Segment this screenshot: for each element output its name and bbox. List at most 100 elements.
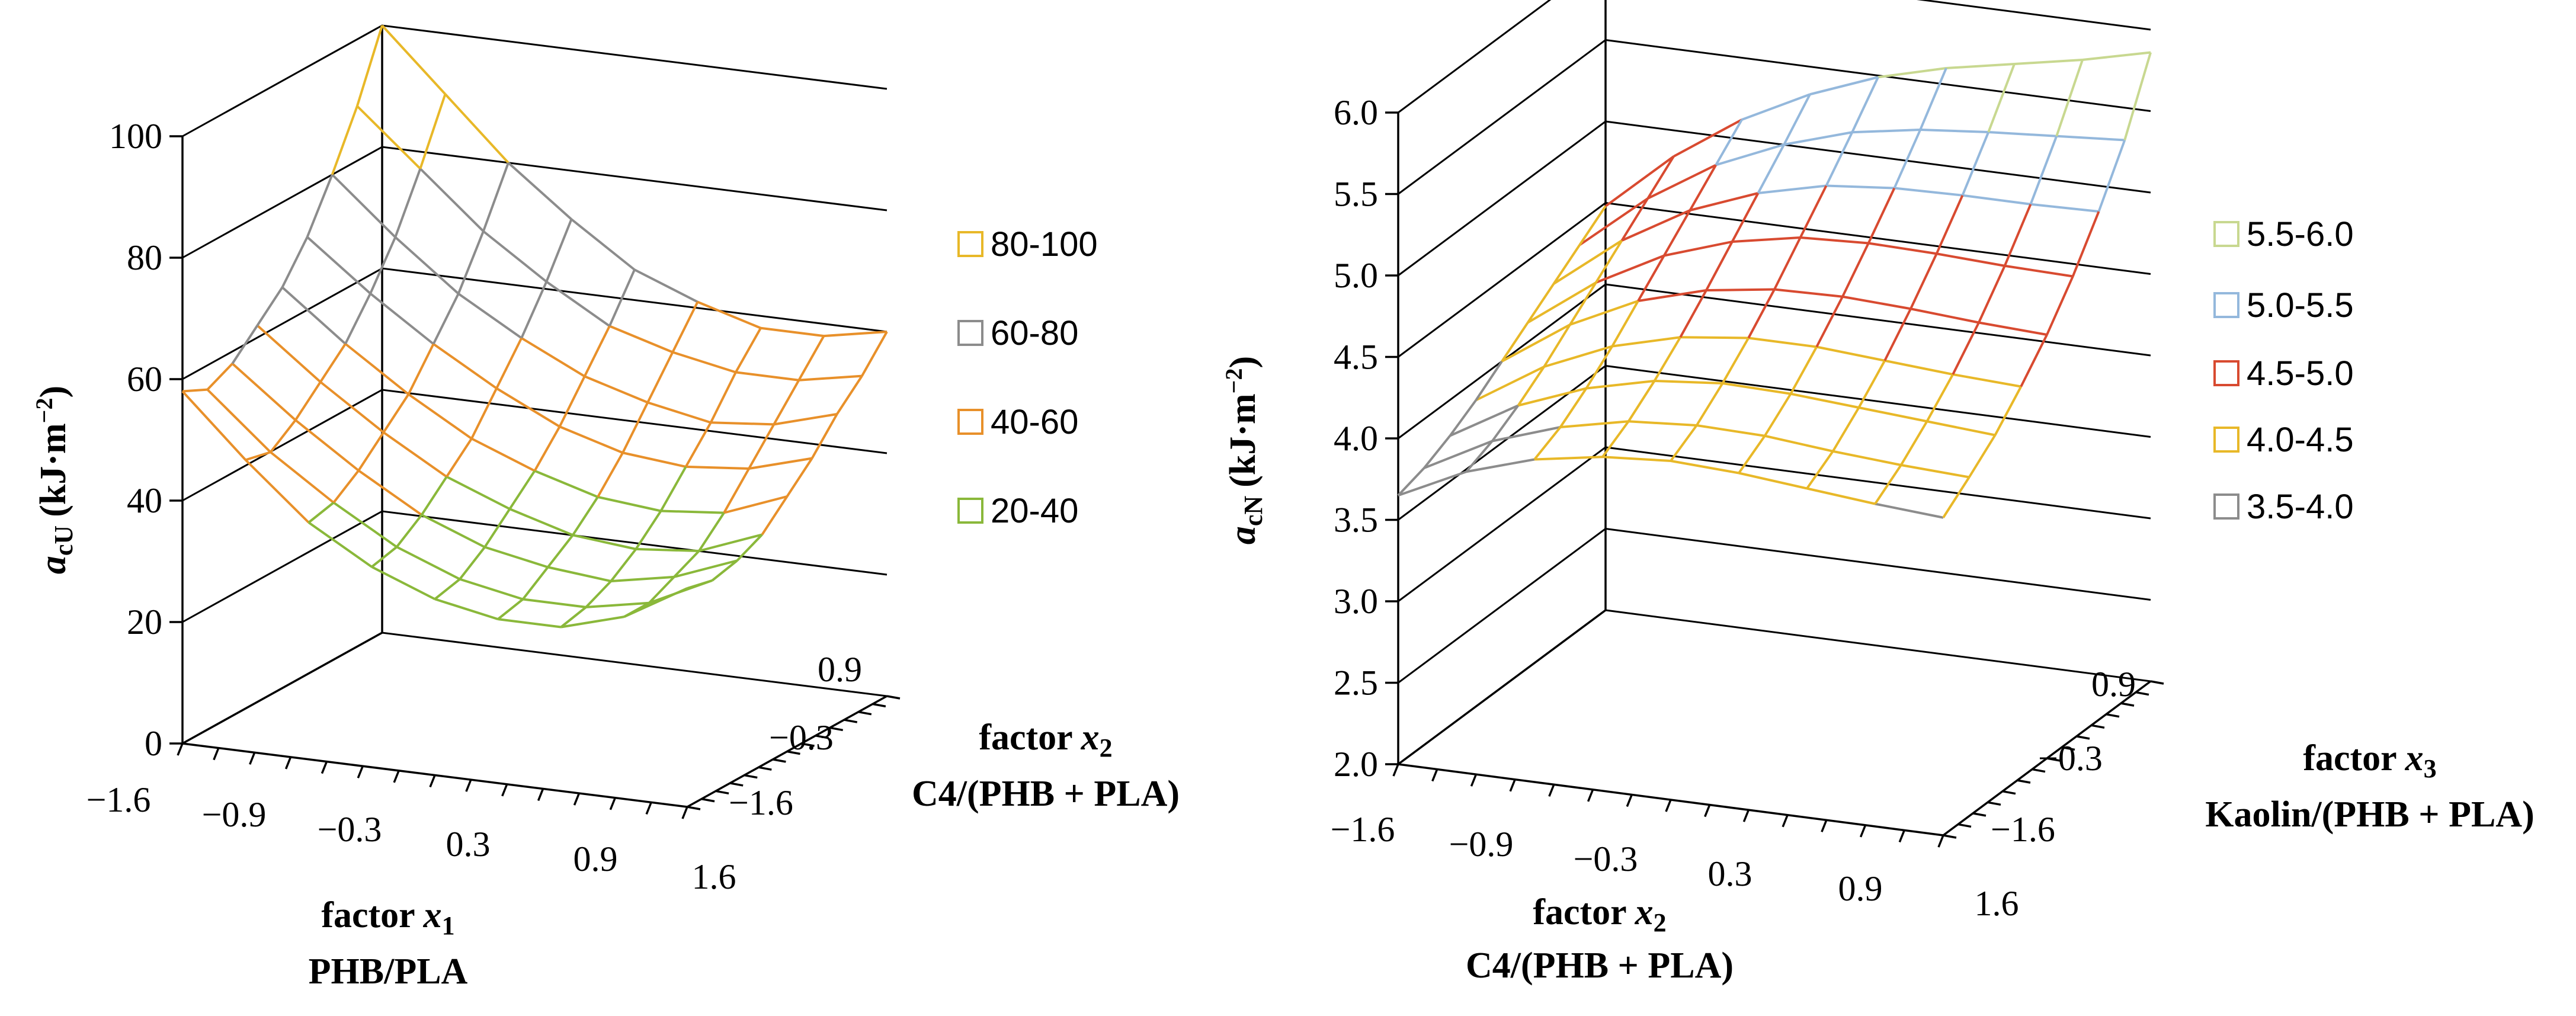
chart-0-y-minor-tick-3 bbox=[729, 782, 744, 787]
chart-0-mesh-y-seg-6-0 bbox=[560, 606, 587, 629]
chart-1-mesh-x-seg-4-1 bbox=[1569, 300, 1639, 326]
chart-1-mesh-y-seg-8-1 bbox=[1968, 434, 1997, 478]
chart-1-mesh-x-seg-8-5 bbox=[1946, 63, 2015, 69]
chart-1-mesh-y-seg-1-5 bbox=[1595, 239, 1623, 284]
chart-left-ticks: 0 20 40 60 80 100 −1.6 −0.9 −0.3 0.3 0.9 1.6 −1.6 −0.… bbox=[86, 117, 862, 896]
legend-entry-4.0-4.5: 4.0-4.5 bbox=[2213, 421, 2354, 459]
chart-0-mesh-x-seg-5-1 bbox=[369, 292, 434, 345]
chart-0-mesh-y-seg-7-0 bbox=[623, 602, 650, 618]
chart-1-mesh-x-seg-2-4 bbox=[1722, 382, 1791, 395]
chart-0-mesh-y-seg-7-5 bbox=[748, 424, 775, 469]
chart-0-mesh-y-seg-6-3 bbox=[635, 510, 662, 550]
chart-0-x-minor-tick-9 bbox=[501, 784, 508, 797]
legend-swatch-5.0-5.5 bbox=[2213, 292, 2239, 318]
legend-label-20-40: 20-40 bbox=[991, 492, 1078, 530]
chart-0-mesh-y-seg-8-1 bbox=[711, 559, 738, 582]
chart-left-surface bbox=[181, 24, 888, 629]
chart-1-mesh-y-seg-3-0 bbox=[1601, 421, 1630, 458]
chart-0-mesh-x-seg-6-3 bbox=[521, 336, 585, 377]
legend-swatch-20-40 bbox=[957, 498, 983, 524]
chart-0-mesh-x-seg-6-4 bbox=[584, 375, 649, 404]
chart-0-mesh-x-seg-3-1 bbox=[319, 381, 385, 434]
chart-1-mesh-x-seg-4-6 bbox=[1910, 307, 1979, 324]
chart-1-x-minor-tick-7 bbox=[1665, 799, 1672, 812]
chart-1-mesh-x-seg-7-6 bbox=[1988, 131, 2057, 137]
chart-1-x-minor-tick-14 bbox=[1937, 835, 1944, 848]
chart-0-mesh-x-seg-8-2 bbox=[507, 162, 572, 220]
legend-label-4.5-5.0: 4.5-5.0 bbox=[2247, 354, 2354, 393]
chart-1-mesh-x-seg-6-5 bbox=[1894, 187, 1963, 197]
chart-1-x-minor-tick-11 bbox=[1821, 819, 1828, 832]
chart-0-mesh-x-seg-4-7 bbox=[723, 495, 788, 514]
chart-0-mesh-x-seg-1-4 bbox=[459, 578, 524, 601]
chart-1-y-minor-tick-3 bbox=[1987, 801, 2001, 806]
chart-0-mesh-x-seg-3-7 bbox=[699, 533, 762, 552]
chart-1-x-tick-label-4: 0.9 bbox=[1838, 869, 1883, 908]
legend-entry-40-60: 40-60 bbox=[957, 403, 1078, 441]
chart-0-mesh-y-seg-8-5 bbox=[810, 414, 838, 459]
chart-1-mesh-y-seg-8-3 bbox=[2020, 334, 2048, 387]
chart-1-mesh-x-seg-5-2 bbox=[1664, 241, 1733, 257]
chart-0-mesh-y-seg-8-0 bbox=[687, 579, 713, 589]
chart-1-mesh-y-seg-8-0 bbox=[1942, 476, 1971, 518]
chart-1-x-minor-tick-4 bbox=[1548, 784, 1555, 797]
chart-1-mesh-x-seg-5-7 bbox=[2004, 264, 2074, 278]
chart-0-y-minor-tick-2 bbox=[715, 790, 729, 795]
chart-1-y-minor-tick-1 bbox=[1957, 823, 1972, 828]
chart-1-mesh-y-seg-0-2 bbox=[1449, 399, 1477, 437]
chart-0-mesh-x-seg-0-0 bbox=[181, 390, 246, 461]
chart-1-z-tick-label-4: 4.0 bbox=[1334, 419, 1378, 458]
chart-1-mesh-y-seg-1-1 bbox=[1491, 405, 1520, 442]
chart-0-mesh-y-seg-8-7 bbox=[861, 331, 888, 377]
chart-1-mesh-x-seg-0-4 bbox=[1670, 460, 1739, 475]
chart-0-mesh-x-seg-5-6 bbox=[685, 465, 749, 470]
chart-1-mesh-y-seg-4-0 bbox=[1670, 424, 1698, 462]
chart-1-mesh-x-seg-5-0 bbox=[1527, 281, 1597, 324]
chart-1-mesh-x-seg-6-4 bbox=[1826, 184, 1895, 190]
chart-1-mesh-y-seg-1-7 bbox=[1646, 155, 1675, 200]
chart-1-mesh-y-seg-7-1 bbox=[1900, 421, 1928, 466]
chart-1-y-minor-tick-5 bbox=[2017, 779, 2031, 784]
chart-0-mesh-y-seg-4-2 bbox=[483, 508, 511, 548]
chart-0-y-tick-label-1: −0.3 bbox=[769, 718, 834, 757]
chart-0-mesh-x-seg-3-2 bbox=[383, 431, 448, 478]
chart-0-x-tick-label-2: −0.3 bbox=[318, 810, 382, 849]
chart-1-mesh-x-seg-7-7 bbox=[2056, 134, 2125, 142]
chart-0-mesh-x-seg-7-0 bbox=[356, 105, 421, 170]
legend-entry-4.5-5.0: 4.5-5.0 bbox=[2213, 354, 2354, 393]
chart-0-mesh-y-seg-2-4 bbox=[407, 343, 435, 395]
chart-1-mesh-x-seg-4-4 bbox=[1774, 288, 1843, 298]
chart-0-mesh-x-seg-3-0 bbox=[257, 324, 322, 383]
legend-swatch-80-100 bbox=[957, 231, 983, 257]
chart-1-y-tick-label-1: −0.3 bbox=[2038, 739, 2103, 778]
chart-0-mesh-x-seg-8-7 bbox=[824, 331, 887, 338]
chart-1-mesh-y-seg-2-4 bbox=[1637, 255, 1665, 302]
chart-1-mesh-x-seg-4-5 bbox=[1842, 295, 1911, 310]
chart-0-mesh-x-seg-4-5 bbox=[597, 495, 661, 512]
chart-1-mesh-x-seg-5-3 bbox=[1732, 236, 1800, 243]
chart-0-mesh-y-seg-1-2 bbox=[294, 381, 322, 421]
chart-0-mesh-y-seg-5-3 bbox=[572, 496, 599, 536]
chart-1-mesh-x-seg-7-4 bbox=[1852, 129, 1921, 134]
chart-1-mesh-x-seg-7-1 bbox=[1647, 164, 1717, 200]
chart-1-mesh-y-seg-8-5 bbox=[2071, 211, 2100, 277]
chart-0-mesh-x-seg-2-3 bbox=[421, 514, 486, 549]
chart-1-mesh-y-seg-5-6 bbox=[1893, 129, 1922, 189]
legend-label-40-60: 40-60 bbox=[991, 403, 1078, 441]
chart-1-mesh-x-seg-8-1 bbox=[1673, 118, 1742, 158]
chart-0-mesh-y-seg-5-4 bbox=[597, 452, 624, 498]
chart-0-mesh-y-seg-3-1 bbox=[396, 514, 423, 548]
chart-0-x-tick-label-5: 1.6 bbox=[692, 857, 736, 896]
chart-0-y-minor-tick-4 bbox=[744, 774, 758, 779]
chart-1-x-tick-label-1: −0.9 bbox=[1449, 825, 1514, 864]
chart-left-x-axis-label-line1: factor x1 bbox=[321, 895, 454, 940]
chart-0-mesh-x-seg-5-3 bbox=[496, 387, 560, 428]
chart-1-mesh-x-seg-1-5 bbox=[1764, 434, 1834, 453]
chart-0-mesh-x-seg-0-5 bbox=[498, 618, 562, 629]
chart-1-mesh-y-seg-4-3 bbox=[1747, 289, 1776, 339]
chart-1-mesh-x-seg-6-6 bbox=[1962, 194, 2031, 206]
chart-0-mesh-x-seg-2-4 bbox=[484, 546, 549, 569]
chart-1-y-minor-tick-6 bbox=[2032, 768, 2046, 773]
chart-0-z-tick-label-5: 100 bbox=[109, 117, 162, 156]
chart-1-y-minor-tick-12 bbox=[2120, 702, 2135, 707]
